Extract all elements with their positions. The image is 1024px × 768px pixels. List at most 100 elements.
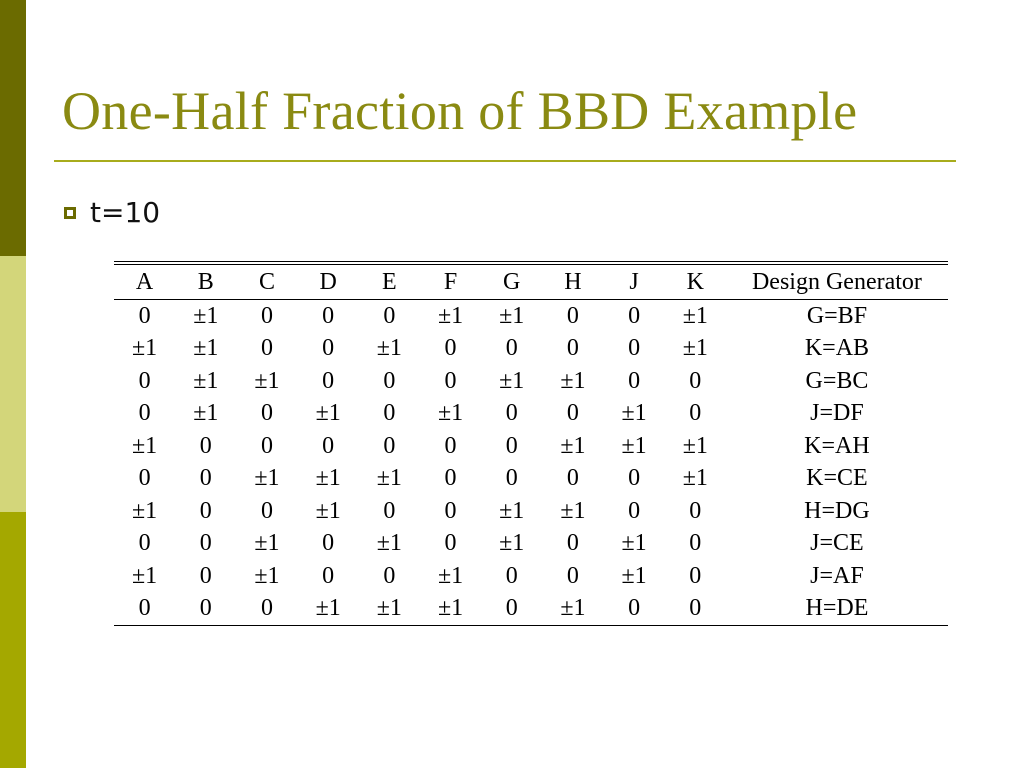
factor-level-cell: ±1: [682, 302, 708, 329]
factor-level-cell: 0: [566, 335, 579, 362]
factor-level-cell: 0: [199, 497, 212, 524]
table-row: ±1 0 0 ±1 0 0 ±1 ±1 0 0 H=DG: [114, 495, 948, 528]
factor-level-cell: ±1: [132, 335, 158, 362]
factor-level-cell: 0: [566, 562, 579, 589]
factor-level-cell: 0: [260, 432, 273, 459]
factor-level-cell: 0: [199, 530, 212, 557]
factor-level-cell: ±1: [254, 562, 280, 589]
factor-level-cell: ±1: [499, 497, 525, 524]
title-divider: [54, 160, 956, 162]
factor-level-cell: 0: [322, 562, 335, 589]
bullet-text: t=10: [90, 196, 161, 229]
factor-level-cell: ±1: [560, 497, 586, 524]
factor-level-cell: 0: [566, 465, 579, 492]
factor-level-cell: 0: [175, 592, 237, 626]
factor-level-cell: 0: [689, 400, 702, 427]
factor-level-cell: 0: [138, 400, 151, 427]
table-row: 0 0 ±1 ±1 ±1 0 0 0 0 ±1 K=CE: [114, 463, 948, 496]
sidebar-accent-bottom: [0, 512, 26, 768]
factor-level-cell: ±1: [315, 465, 341, 492]
factor-level-cell: 0: [383, 562, 396, 589]
factor-level-cell: 0: [199, 465, 212, 492]
factor-level-cell: ±1: [437, 562, 464, 589]
factor-level-cell: ±1: [499, 302, 525, 329]
factor-level-cell: 0: [505, 465, 518, 492]
factor-level-cell: 0: [199, 562, 212, 589]
column-header: C: [236, 261, 298, 300]
factor-level-cell: ±1: [132, 432, 158, 459]
square-bullet-icon: [64, 206, 76, 219]
table-body: 0 ±1 0 0 0 ±1 ±1 0 0 ±1 G=BF ±1 ±1 0 0 ±1 0 0 0 0 ±1 K=AB 0 ±1 ±…: [114, 300, 948, 626]
factor-level-cell: 0: [260, 497, 273, 524]
design-generator-cell: K=AB: [804, 335, 870, 362]
factor-level-cell: ±1: [193, 335, 219, 362]
factor-level-cell: ±1: [542, 592, 604, 626]
factor-level-cell: ±1: [376, 335, 402, 362]
table-row: ±1 ±1 0 0 ±1 0 0 0 0 ±1 K=AB: [114, 333, 948, 366]
design-generator-cell: J=CE: [810, 530, 864, 557]
factor-level-cell: ±1: [682, 432, 708, 459]
factor-level-cell: ±1: [297, 592, 359, 626]
factor-level-cell: 0: [322, 432, 335, 459]
factor-level-cell: 0: [603, 592, 665, 626]
factor-level-cell: 0: [505, 400, 518, 427]
factor-level-cell: 0: [138, 302, 151, 329]
factor-level-cell: ±1: [437, 400, 464, 427]
factor-level-cell: 0: [138, 465, 151, 492]
sidebar-accent-middle: [0, 256, 26, 512]
factor-level-cell: 0: [138, 367, 151, 394]
factor-level-cell: ±1: [499, 530, 525, 557]
factor-level-cell: 0: [566, 302, 579, 329]
factor-level-cell: 0: [444, 335, 457, 362]
factor-level-cell: 0: [322, 530, 335, 557]
factor-level-cell: 0: [664, 592, 726, 626]
factor-level-cell: 0: [383, 497, 396, 524]
table-row: ±1 0 ±1 0 0 ±1 0 0 ±1 0 J=AF: [114, 560, 948, 593]
factor-level-cell: 0: [322, 302, 335, 329]
factor-level-cell: 0: [689, 530, 702, 557]
factor-level-cell: ±1: [132, 562, 158, 589]
factor-level-cell: ±1: [358, 592, 420, 626]
factor-level-cell: ±1: [621, 400, 647, 427]
factor-level-cell: 0: [114, 592, 176, 626]
column-header-design-generator: Design Generator: [725, 261, 948, 300]
factor-level-cell: 0: [260, 302, 273, 329]
factor-level-cell: 0: [505, 562, 518, 589]
factor-level-cell: ±1: [376, 530, 402, 557]
factor-level-cell: 0: [444, 367, 457, 394]
factor-level-cell: 0: [260, 400, 273, 427]
factor-level-cell: 0: [383, 400, 396, 427]
design-table: A B C D E F G H J K Design Generator 0 ±1…: [114, 261, 948, 626]
factor-level-cell: 0: [689, 497, 702, 524]
factor-level-cell: 0: [628, 465, 641, 492]
table-row: 0 ±1 ±1 0 0 0 ±1 ±1 0 0 G=BC: [114, 365, 948, 398]
column-header: D: [297, 261, 359, 300]
factor-level-cell: 0: [566, 530, 579, 557]
factor-level-cell: ±1: [315, 400, 341, 427]
factor-level-cell: 0: [566, 400, 579, 427]
factor-level-cell: 0: [260, 335, 273, 362]
table-row: 0 0 0 ±1 ±1 ±1 0 ±1 0 0 H=DE: [114, 592, 948, 626]
factor-level-cell: ±1: [193, 400, 219, 427]
column-header: K: [664, 261, 726, 300]
column-header: H: [542, 261, 604, 300]
factor-level-cell: ±1: [254, 530, 280, 557]
factor-level-cell: ±1: [560, 367, 586, 394]
factor-level-cell: ±1: [419, 592, 482, 626]
factor-level-cell: 0: [689, 562, 702, 589]
factor-level-cell: ±1: [621, 530, 647, 557]
factor-level-cell: ±1: [621, 562, 647, 589]
column-header: G: [481, 261, 543, 300]
factor-level-cell: ±1: [682, 335, 708, 362]
factor-level-cell: ±1: [132, 497, 158, 524]
factor-level-cell: ±1: [560, 432, 586, 459]
sidebar-accent-top: [0, 0, 26, 256]
design-generator-cell: J=AF: [810, 562, 864, 589]
factor-level-cell: 0: [138, 530, 151, 557]
factor-level-cell: 0: [383, 367, 396, 394]
factor-level-cell: ±1: [621, 432, 647, 459]
design-generator-cell: K=AH: [804, 432, 870, 459]
factor-level-cell: 0: [444, 530, 457, 557]
column-header: A: [114, 261, 176, 300]
slide-title: One-Half Fraction of BBD Example: [62, 81, 858, 141]
